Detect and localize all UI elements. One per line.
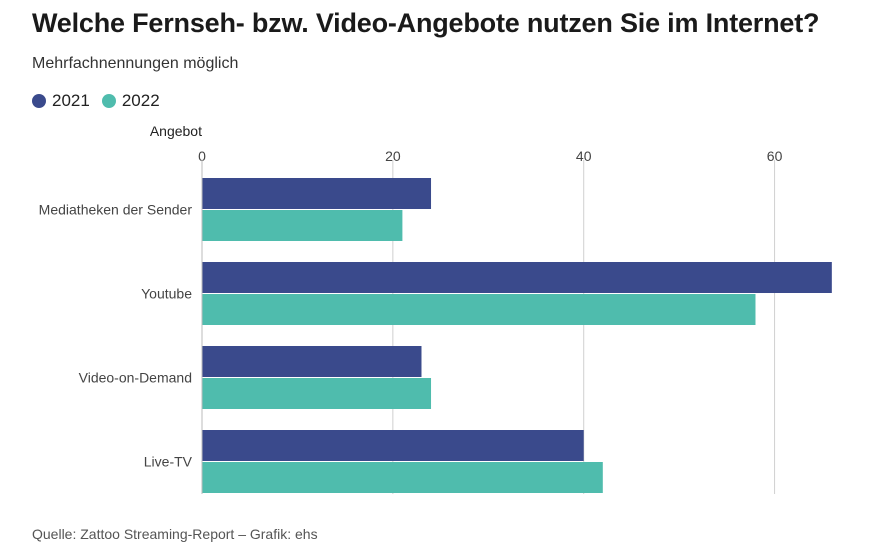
legend: 2021 2022 xyxy=(32,91,172,111)
bar-2021-1 xyxy=(202,262,832,293)
x-tick-label-20: 20 xyxy=(385,148,401,164)
category-label-2: Video-on-Demand xyxy=(79,370,192,386)
source-note: Quelle: Zattoo Streaming-Report – Grafik… xyxy=(32,526,318,542)
legend-label-2021: 2021 xyxy=(52,91,90,110)
chart-subtitle: Mehrfachnennungen möglich xyxy=(32,55,239,72)
legend-item-2021: 2021 xyxy=(32,91,90,111)
category-label-0: Mediatheken der Sender xyxy=(39,202,193,218)
x-tick-label-0: 0 xyxy=(198,148,206,164)
bar-2022-1 xyxy=(202,294,756,325)
bar-2021-0 xyxy=(202,178,432,209)
bar-2022-3 xyxy=(202,462,603,493)
category-label-3: Live-TV xyxy=(144,454,193,470)
bar-2022-2 xyxy=(202,378,432,409)
bar-2022-0 xyxy=(202,210,403,241)
y-axis-title: Angebot xyxy=(150,123,202,139)
category-label-1: Youtube xyxy=(141,286,192,302)
legend-swatch-2021 xyxy=(32,94,46,108)
legend-item-2022: 2022 xyxy=(101,91,160,111)
legend-label-2022: 2022 xyxy=(121,91,160,110)
bar-2021-2 xyxy=(202,346,422,377)
legend-swatch-2022 xyxy=(101,94,116,108)
bar-2021-3 xyxy=(202,430,584,461)
x-tick-label-60: 60 xyxy=(767,148,783,164)
x-tick-label-40: 40 xyxy=(576,148,592,164)
chart-title: Welche Fernseh- bzw. Video-Angebote nutz… xyxy=(32,8,820,38)
